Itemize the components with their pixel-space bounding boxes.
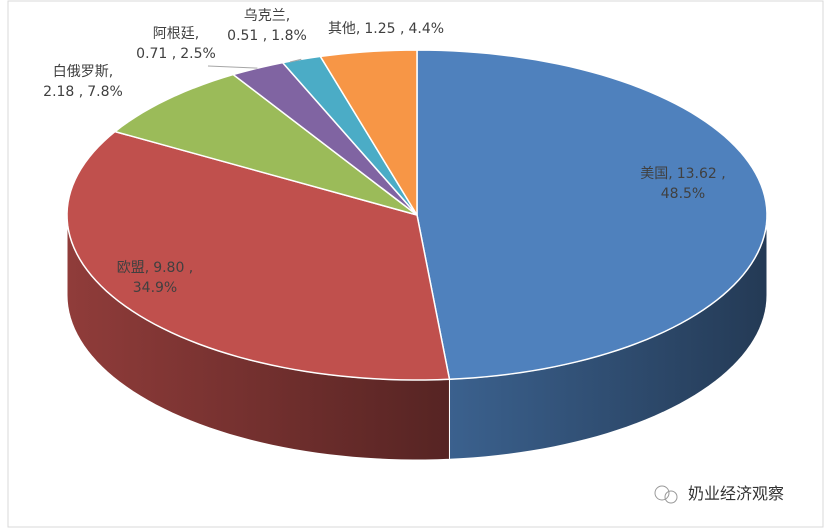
data-label-part: 阿根廷, <box>153 26 199 42</box>
leader-line <box>289 58 302 63</box>
data-label-part: 0.71 , <box>136 46 176 62</box>
watermark-icon <box>654 485 670 501</box>
leader-line <box>207 65 258 69</box>
data-label: 白俄罗斯, 2.18 , 7.8% <box>43 64 123 100</box>
data-label-part: 白俄罗斯, <box>53 64 113 80</box>
data-label-part: 欧盟, <box>117 260 149 276</box>
data-label-part: 1.25 , <box>364 21 404 37</box>
data-label-part: 7.8% <box>87 84 123 100</box>
watermark-text: 奶业经济观察 <box>688 484 784 503</box>
data-label: 美国, 13.62 , 48.5% <box>640 166 725 202</box>
watermark: 奶业经济观察 <box>654 484 784 504</box>
data-label-part: 13.62 , <box>677 166 726 182</box>
data-label-part: 其他, <box>328 21 360 37</box>
data-label-part: 2.18 , <box>43 84 83 100</box>
data-label-part: 2.5% <box>180 46 216 62</box>
data-label-part: 4.4% <box>408 21 444 37</box>
slice <box>231 61 418 216</box>
data-label: 欧盟, 9.80 , 34.9% <box>117 260 194 296</box>
data-label-part: 1.8% <box>271 28 307 44</box>
slice <box>66 130 451 381</box>
data-label: 乌克兰, 0.51 , 1.8% <box>227 8 307 44</box>
data-label-part: 34.9% <box>133 280 177 296</box>
data-label-part: 0.51 , <box>227 28 267 44</box>
slice <box>113 73 418 216</box>
data-label-part: 乌克兰, <box>244 8 290 24</box>
watermark-icon <box>664 490 678 504</box>
data-label: 阿根廷, 0.71 , 2.5% <box>136 26 216 62</box>
slice <box>416 49 768 381</box>
slice <box>319 49 418 218</box>
data-label-part: 9.80 , <box>153 260 193 276</box>
data-label-part: 48.5% <box>661 186 705 202</box>
data-label: 其他, 1.25 , 4.4% <box>328 21 444 37</box>
data-label-part: 美国, <box>640 166 672 182</box>
